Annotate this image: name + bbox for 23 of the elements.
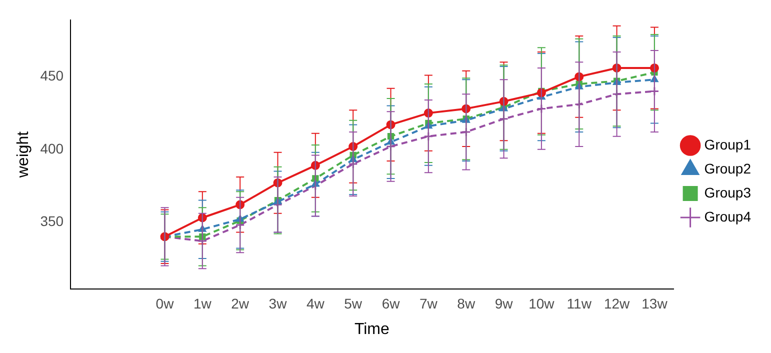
y-tick-label: 350 <box>40 212 64 229</box>
legend-label: Group4 <box>704 208 752 224</box>
y-tick-label: 400 <box>40 140 64 156</box>
x-axis-title: Time <box>354 320 390 338</box>
x-tick-label: 3w <box>268 295 288 312</box>
y-axis-title: weight <box>15 130 32 179</box>
x-tick-label: 9w <box>494 295 514 312</box>
y-tick-label: 450 <box>40 68 64 84</box>
x-tick-label: 4w <box>306 295 326 312</box>
x-tick-label: 13w <box>642 295 668 312</box>
x-tick-label: 12w <box>604 295 631 312</box>
x-tick-label: 8w <box>457 295 476 312</box>
x-tick-label: 1w <box>193 295 212 312</box>
legend-label: Group2 <box>704 160 752 176</box>
x-tick-label: 10w <box>528 295 556 312</box>
x-tick-label: 7w <box>419 295 438 312</box>
legend-label: Group1 <box>704 136 752 152</box>
legend-label: Group3 <box>704 184 752 200</box>
x-tick-label: 11w <box>566 295 592 312</box>
x-tick-label: 5w <box>344 295 363 312</box>
x-tick-label: 6w <box>382 295 401 312</box>
x-tick-label: 2w <box>231 295 250 312</box>
x-tick-label: 0w <box>156 295 175 312</box>
